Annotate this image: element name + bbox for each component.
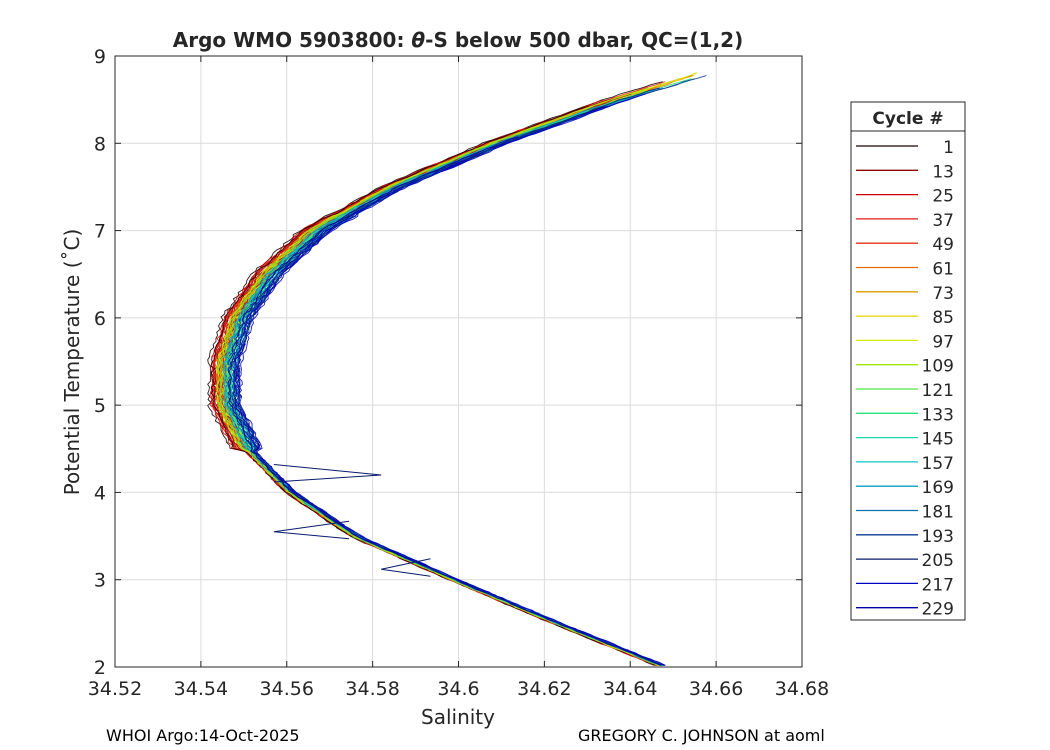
legend-label: 73 [932,284,954,304]
legend-label: 193 [922,527,954,547]
legend-label: 1 [943,138,954,158]
profile-curves [207,72,707,666]
footer-right: GREGORY C. JOHNSON at aoml [578,726,825,745]
x-tick-label: 34.52 [88,678,142,700]
legend-label: 145 [922,430,954,450]
legend-label: 49 [932,235,954,255]
x-tick-label: 34.54 [174,678,228,700]
y-tick-label: 3 [94,570,106,592]
grid-lines [115,56,802,667]
y-tick-label: 7 [94,221,106,243]
y-tick-label: 2 [94,657,106,679]
profile-spike [381,558,431,577]
legend-label: 157 [922,454,954,474]
chart-title: Argo WMO 5903800: θ-S below 500 dbar, QC… [173,28,743,52]
legend-label: 61 [932,260,954,280]
x-tick-label: 34.62 [517,678,571,700]
x-tick-label: 34.6 [437,678,479,700]
legend-label: 217 [922,575,954,595]
legend-title: Cycle # [872,109,943,129]
profile-line [238,93,666,666]
legend-label: 25 [932,187,954,207]
x-tick-label: 34.56 [260,678,314,700]
x-tick-label: 34.64 [603,678,657,700]
profile-line [210,105,656,666]
profile-spike [273,520,350,540]
legend: Cycle # 1 13 25 37 49 61 73 85 97 109 121 133 145 157… [850,101,966,621]
y-tick-label: 5 [94,395,106,417]
legend-label: 181 [922,503,954,523]
profile-spike [273,464,382,483]
legend-label: 97 [932,332,954,352]
legend-label: 121 [922,381,954,401]
legend-label: 109 [922,357,954,377]
x-axis-ticks: 34.52 34.54 34.56 34.58 34.6 34.62 34.64 34.66 3… [88,56,829,700]
legend-label: 85 [932,308,954,328]
legend-entries: 1 13 25 37 49 61 73 85 97 109 121 133 145 157 169 181 19… [856,138,954,620]
x-axis-label: Salinity [421,705,495,729]
profile-line [215,72,696,666]
profile-line [217,87,659,666]
legend-label: 13 [932,162,954,182]
x-tick-label: 34.66 [689,678,743,700]
y-axis-ticks: 2 3 4 5 6 7 8 9 [94,46,802,679]
y-tick-label: 4 [94,482,106,504]
y-axis-label: Potential Temperature (˚C) [60,229,84,496]
y-tick-label: 8 [94,133,106,155]
legend-box [850,101,966,621]
legend-label: 169 [922,478,954,498]
y-tick-label: 6 [94,308,106,330]
profile-line [219,127,661,666]
legend-label: 37 [932,211,954,231]
footer-left: WHOI Argo:14-Oct-2025 [106,726,300,745]
legend-label: 229 [922,600,954,620]
x-tick-label: 34.58 [345,678,399,700]
y-tick-label: 9 [94,46,106,68]
x-tick-label: 34.68 [775,678,829,700]
legend-label: 133 [922,405,954,425]
legend-label: 205 [922,551,954,571]
profile-line [227,136,664,666]
